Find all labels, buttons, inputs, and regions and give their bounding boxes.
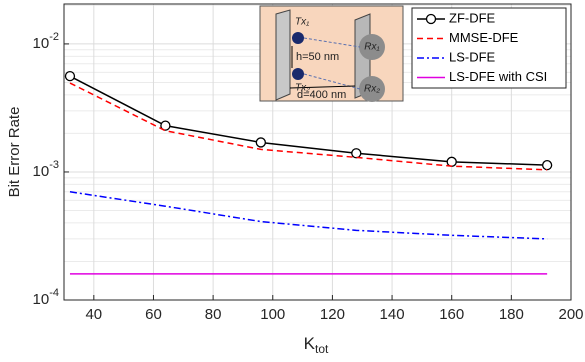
x-tick-label: 120 <box>320 306 345 323</box>
series-line <box>69 75 548 166</box>
inset-label: h=50 nm <box>296 51 339 63</box>
y-tick-label: 10-4 <box>33 287 59 308</box>
x-tick-label: 40 <box>85 306 102 323</box>
marker <box>351 148 362 159</box>
inset: Tx₁ Tx₂ Rx₁ Rx₂ h=50 nm d=400 nm <box>259 5 404 102</box>
legend-label: ZF-DFE <box>449 10 496 25</box>
tx-plate <box>275 9 291 101</box>
marker <box>160 120 171 131</box>
legend-label: LS-DFE <box>449 49 496 64</box>
series-line <box>69 82 548 171</box>
marker <box>446 156 457 167</box>
y-tick-label: 10-2 <box>33 31 59 52</box>
y-axis-label: Bit Error Rate <box>6 107 23 198</box>
x-tick-label: 140 <box>380 306 405 323</box>
legend-label: MMSE-DFE <box>449 30 519 45</box>
rx1-ball <box>359 34 385 60</box>
inset-label: d=400 nm <box>297 89 346 101</box>
inset-label: Rx₁ <box>364 42 379 53</box>
inset-label: Tx₂ <box>295 83 310 94</box>
y-tick-label: 10-3 <box>33 159 59 180</box>
x-tick-label: 200 <box>558 306 583 323</box>
inset-label: Rx₂ <box>364 84 380 95</box>
x-tick-label: 80 <box>205 306 222 323</box>
d-arrow <box>289 85 356 89</box>
marker <box>64 71 76 82</box>
x-tick-label: 60 <box>145 306 162 323</box>
inset-label: Tx₁ <box>295 17 309 28</box>
x-axis-label-main: K <box>304 334 316 353</box>
marker <box>255 137 266 148</box>
x-tick-label: 100 <box>260 306 285 323</box>
legend-marker <box>425 13 437 25</box>
x-tick-label: 180 <box>499 306 524 323</box>
legend: ZF-DFE MMSE-DFE LS-DFE LS-DFE with CSI <box>411 7 567 89</box>
legend-box <box>411 7 567 89</box>
rx2-ball <box>359 76 385 102</box>
marker <box>541 160 553 171</box>
series-line <box>69 191 548 240</box>
x-axis-label: Ktot <box>304 334 329 356</box>
legend-label: LS-DFE with CSI <box>449 69 547 84</box>
plot-frame <box>63 3 572 301</box>
beam <box>303 37 361 48</box>
tx2-ball <box>292 68 304 80</box>
x-axis-label-sub: tot <box>315 342 329 356</box>
x-tick-label: 160 <box>439 306 464 323</box>
tx1-ball <box>292 32 304 44</box>
